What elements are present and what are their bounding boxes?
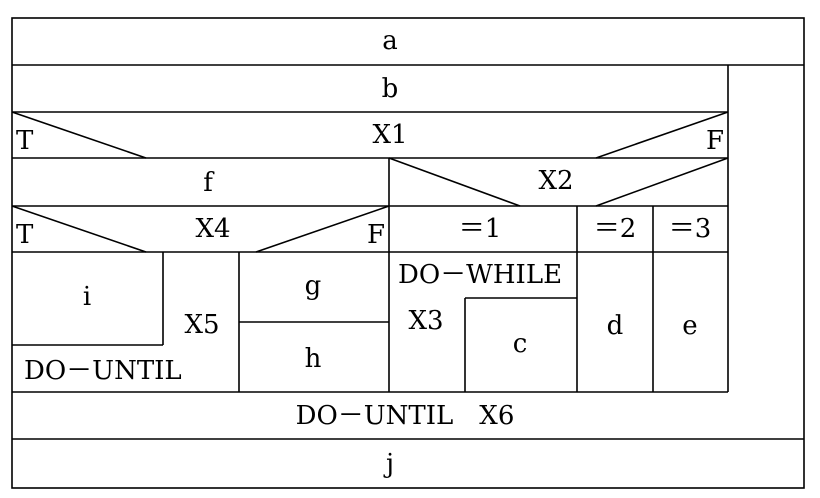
label-x5: X5 xyxy=(184,310,219,340)
label-case-1: ＝1 xyxy=(459,214,502,244)
x4-diag-right xyxy=(255,205,390,253)
label-case-3: ＝3 xyxy=(669,214,712,244)
label-x4: X4 xyxy=(195,214,230,244)
label-e: e xyxy=(682,311,697,341)
label-x2: X2 xyxy=(538,166,573,196)
label-g: g xyxy=(305,271,322,301)
x4-diag-left xyxy=(11,205,147,253)
label-h: h xyxy=(305,344,322,374)
label-a: a xyxy=(382,26,398,56)
label-f: f xyxy=(203,168,215,198)
x2-diag-right xyxy=(595,157,729,207)
label-x4-false: F xyxy=(367,220,385,250)
x1-diag-left xyxy=(11,111,147,159)
label-i: i xyxy=(83,282,91,312)
label-b: b xyxy=(382,74,399,104)
x2-diag-left xyxy=(388,157,521,207)
label-x4-true: T xyxy=(16,220,34,250)
label-x1-false: F xyxy=(706,126,724,156)
label-x1: X1 xyxy=(372,120,407,150)
label-do-until-inner: DO－UNTIL xyxy=(24,356,182,386)
label-x3: X3 xyxy=(408,306,443,336)
label-do-until-x6: DO－UNTIL X6 xyxy=(296,401,515,431)
label-j: j xyxy=(383,449,394,479)
label-do-while: DO－WHILE xyxy=(398,260,562,290)
x1-diag-right xyxy=(595,111,729,159)
label-x1-true: T xyxy=(16,126,34,156)
outer-frame xyxy=(11,17,805,489)
label-d: d xyxy=(607,311,624,341)
label-c: c xyxy=(513,329,528,359)
label-case-2: ＝2 xyxy=(594,214,637,244)
